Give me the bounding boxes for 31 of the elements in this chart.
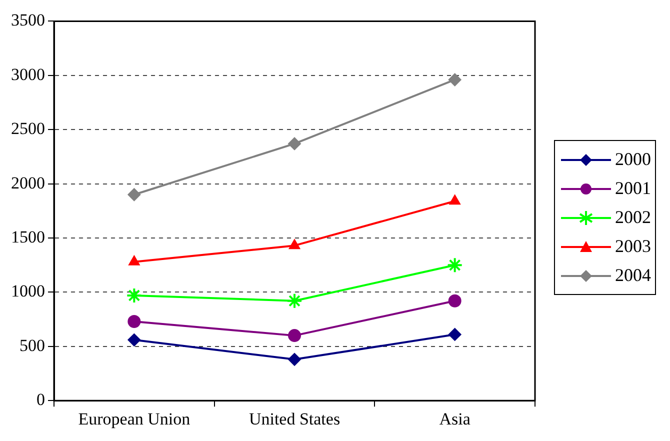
point xyxy=(448,73,462,86)
point xyxy=(128,333,141,346)
x-tick-label: European Union xyxy=(78,409,191,428)
point xyxy=(288,329,301,342)
legend-label: 2001 xyxy=(615,178,651,199)
point xyxy=(128,255,140,266)
point xyxy=(126,287,142,304)
point xyxy=(446,257,463,274)
y-tick-label: 2500 xyxy=(11,119,45,138)
legend-label: 2004 xyxy=(615,265,651,286)
x-tick-label: United States xyxy=(248,409,340,428)
point xyxy=(286,292,302,309)
point xyxy=(288,352,301,366)
legend-label: 2002 xyxy=(615,207,651,228)
point xyxy=(448,294,462,308)
point xyxy=(288,239,300,250)
y-tick-label: 3500 xyxy=(11,10,45,30)
point xyxy=(128,314,141,328)
y-tick-label: 0 xyxy=(36,390,45,410)
point xyxy=(288,137,301,150)
point xyxy=(449,194,461,205)
x-tick-label: Asia xyxy=(439,409,471,428)
legend-label: 2000 xyxy=(615,149,651,170)
legend-label: 2003 xyxy=(615,236,651,257)
y-tick-label: 2000 xyxy=(11,173,45,192)
y-tick-label: 3000 xyxy=(11,64,45,84)
point xyxy=(128,188,141,202)
y-tick-label: 500 xyxy=(20,336,45,355)
point xyxy=(448,328,462,341)
y-tick-label: 1000 xyxy=(11,282,45,301)
y-tick-label: 1500 xyxy=(11,227,45,246)
